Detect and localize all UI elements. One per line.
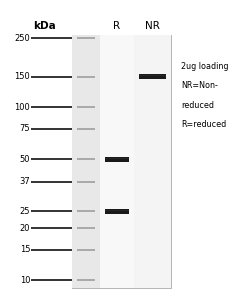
Bar — [77, 106, 95, 108]
Bar — [72, 34, 171, 288]
Bar — [77, 158, 95, 160]
Text: 2ug loading: 2ug loading — [181, 62, 228, 71]
Bar — [77, 279, 95, 281]
Text: R: R — [113, 21, 120, 31]
Bar — [105, 158, 129, 159]
Bar — [105, 210, 129, 211]
Text: reduced: reduced — [181, 101, 214, 110]
Text: 10: 10 — [20, 276, 30, 285]
Bar — [139, 75, 166, 76]
Text: NR: NR — [145, 21, 160, 31]
Bar — [77, 76, 95, 78]
Bar — [77, 181, 95, 183]
Text: NR=Non-: NR=Non- — [181, 81, 218, 90]
Bar — [72, 34, 100, 288]
Bar — [77, 128, 95, 130]
Text: 150: 150 — [14, 72, 30, 81]
Text: 37: 37 — [19, 177, 30, 186]
Bar — [77, 210, 95, 212]
Bar — [105, 157, 129, 162]
Bar — [100, 34, 134, 288]
Bar — [77, 227, 95, 229]
Text: R=reduced: R=reduced — [181, 120, 226, 129]
Bar — [77, 37, 95, 39]
Text: 100: 100 — [14, 103, 30, 112]
Bar — [139, 74, 166, 80]
Bar — [105, 209, 129, 214]
Text: 20: 20 — [20, 224, 30, 232]
Text: 25: 25 — [20, 207, 30, 216]
Text: kDa: kDa — [33, 21, 56, 31]
Text: 15: 15 — [20, 245, 30, 254]
Text: 250: 250 — [14, 34, 30, 43]
Bar — [77, 249, 95, 251]
Bar — [134, 34, 171, 288]
Text: 75: 75 — [20, 124, 30, 133]
Text: 50: 50 — [20, 155, 30, 164]
